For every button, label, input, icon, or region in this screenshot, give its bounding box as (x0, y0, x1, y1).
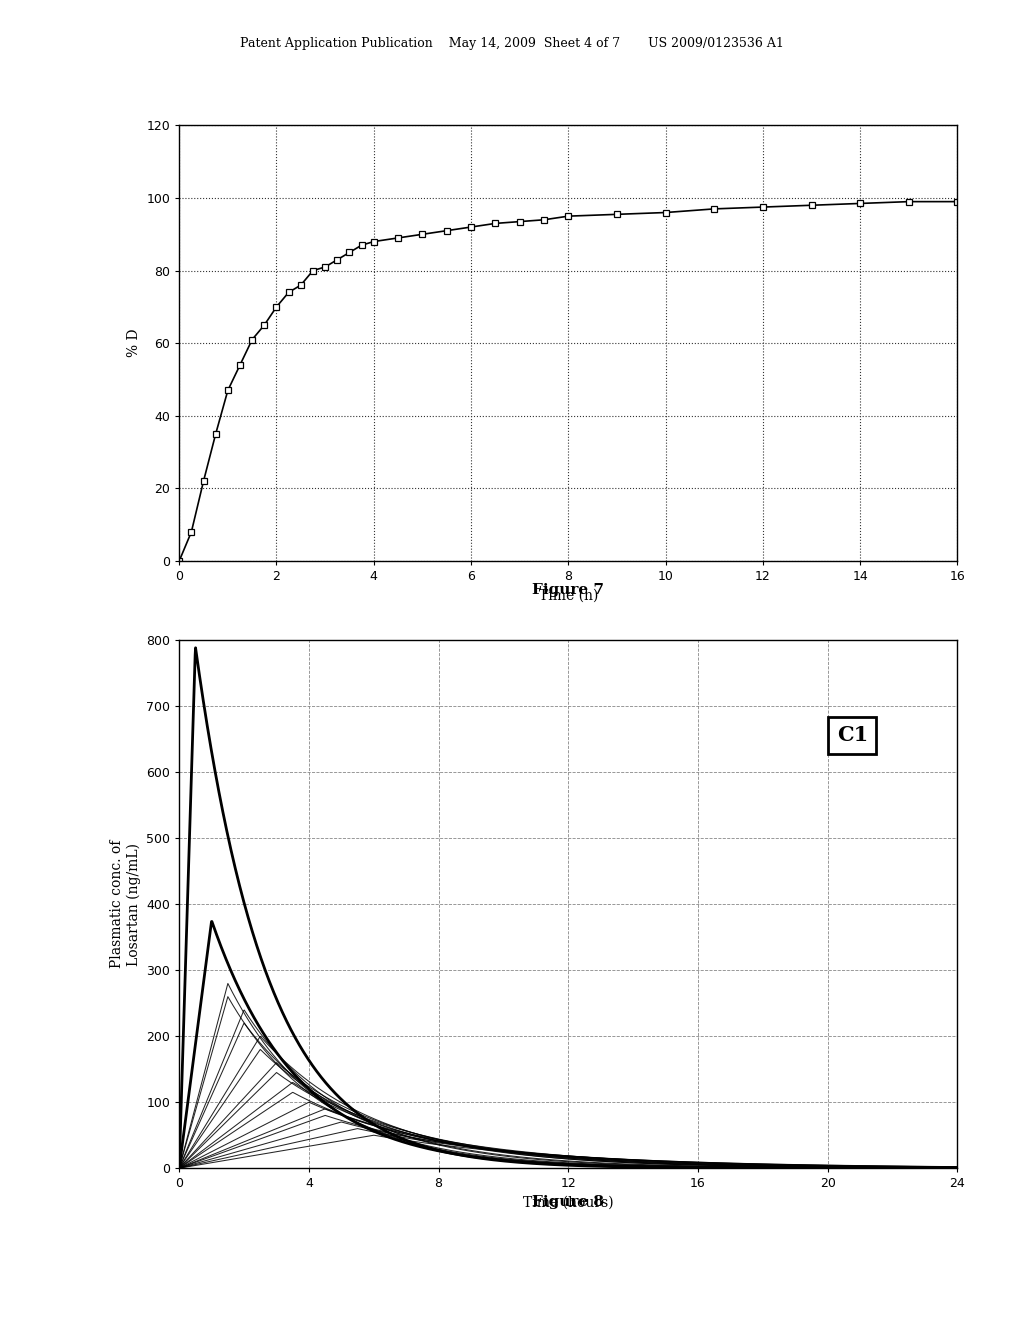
X-axis label: Time (h): Time (h) (539, 589, 598, 603)
Y-axis label: Plasmatic conc. of
Losartan (ng/mL): Plasmatic conc. of Losartan (ng/mL) (110, 840, 140, 969)
Text: Patent Application Publication    May 14, 2009  Sheet 4 of 7       US 2009/01235: Patent Application Publication May 14, 2… (240, 37, 784, 50)
Text: Figure 7: Figure 7 (532, 583, 604, 598)
Y-axis label: % D: % D (127, 329, 140, 358)
Text: Figure 8: Figure 8 (532, 1195, 604, 1209)
Text: C1: C1 (837, 725, 868, 746)
X-axis label: Time (hours): Time (hours) (523, 1196, 613, 1210)
